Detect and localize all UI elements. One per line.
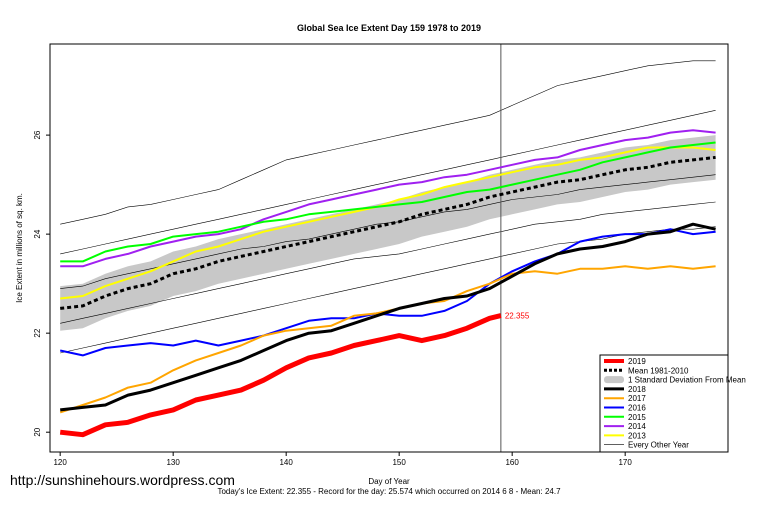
legend-label: 2014: [628, 422, 646, 431]
legend-label: Mean 1981-2010: [628, 366, 689, 375]
x-tick-label: 140: [279, 458, 293, 467]
series-line: [60, 129, 716, 268]
legend-label: 2018: [628, 385, 646, 394]
x-tick-label: 120: [53, 458, 67, 467]
plot: [59, 44, 716, 452]
legend-label: 2015: [628, 413, 646, 422]
x-tick-label: 160: [505, 458, 519, 467]
series-line: [60, 146, 716, 300]
other-year-line: [60, 110, 716, 255]
legend-label: 2017: [628, 394, 646, 403]
legend-label: 1 Standard Deviation From Mean: [628, 376, 746, 385]
chart-title: Global Sea Ice Extent Day 159 1978 to 20…: [297, 23, 481, 33]
other-year-line: [60, 226, 716, 354]
series-line: [59, 228, 716, 357]
series-line: [60, 222, 716, 412]
y-axis-label: Ice Extent in millions of sq. km.: [15, 193, 24, 303]
x-axis-label: Day of Year: [368, 477, 410, 486]
footer: Today's Ice Extent: 22.355 - Record for …: [217, 487, 561, 496]
x-tick-label: 150: [392, 458, 406, 467]
end-label: 22.355: [505, 312, 530, 321]
legend-label: 2019: [628, 357, 646, 366]
legend-label: 2013: [628, 431, 646, 440]
watermark: http://sunshinehours.wordpress.com: [10, 472, 235, 488]
legend-swatch: [604, 376, 624, 384]
legend-label: Every Other Year: [628, 441, 689, 450]
other-year-line: [60, 60, 716, 225]
series-line: [60, 141, 716, 263]
plot-frame: [49, 43, 729, 453]
y-tick-label: 24: [33, 229, 42, 238]
other-year-line: [60, 201, 716, 324]
series-line: [60, 155, 716, 310]
legend-label: 2016: [628, 404, 646, 413]
y-tick-label: 26: [33, 130, 42, 139]
std-band: [60, 135, 716, 331]
y-tick-label: 22: [33, 328, 42, 337]
x-tick-label: 170: [618, 458, 632, 467]
x-tick-label: 130: [166, 458, 180, 467]
y-tick-label: 20: [33, 427, 42, 436]
series-line: [59, 313, 502, 438]
